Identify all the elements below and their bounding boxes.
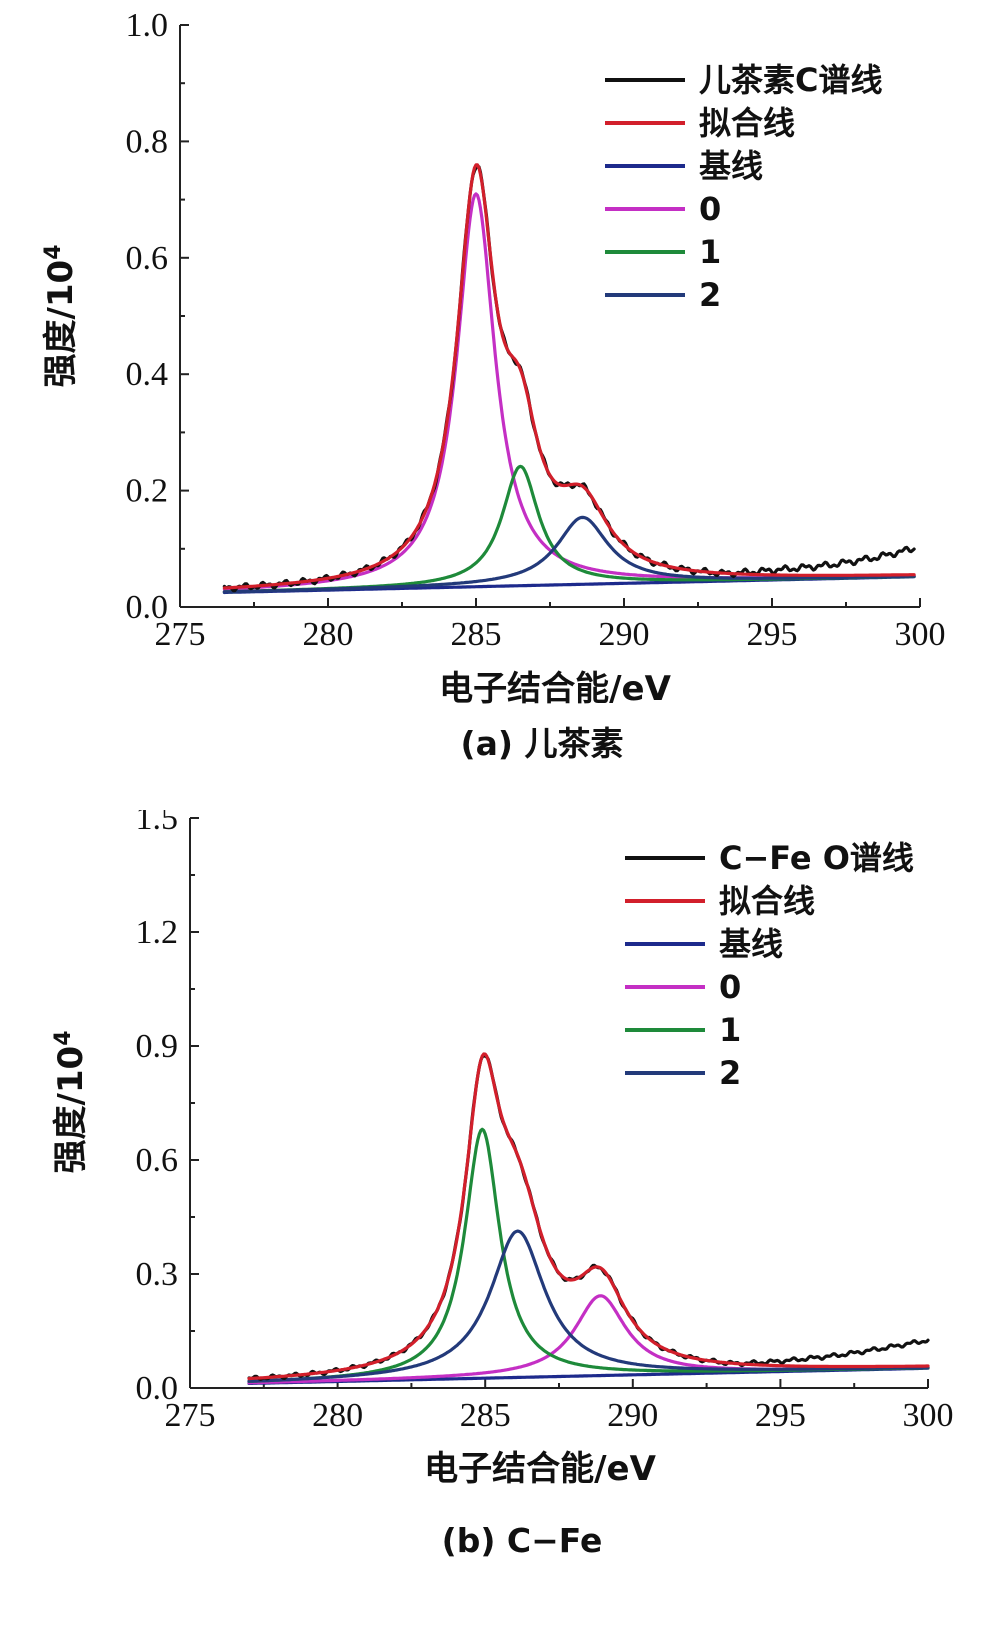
y-tick-label: 0.0 [126,589,169,626]
x-tick-label: 280 [303,616,354,653]
y-tick-label: 0.2 [126,473,169,510]
x-tick-label: 290 [607,1397,658,1434]
figure-caption: (b) C−Fe [442,1521,603,1560]
x-tick-label: 295 [755,1397,806,1434]
y-axis-ticks: 0.0 0.2 0.4 0.6 0.8 1.0 [126,7,189,626]
series-group [247,1052,930,1385]
x-axis-ticks: 275 280 285 290 295 300 [155,598,946,653]
series-line-peak-1 [247,1127,930,1383]
x-tick-label: 280 [312,1397,363,1434]
plot-area [179,25,920,608]
series-group [222,163,916,595]
chart-panel-a: 0.0 0.2 0.4 0.6 0.8 1.0 275 280 285 290 295 300 儿茶… [41,7,946,763]
legend-label: 1 [699,233,721,271]
y-axis-title-superscript: 4 [41,244,66,259]
y-tick-label: 1.0 [126,7,169,44]
y-tick-label: 0.6 [126,240,169,277]
x-tick-label: 290 [599,616,650,653]
legend-label: 拟合线 [699,104,795,142]
legend-label: 1 [719,1011,741,1049]
y-tick-label: 0.8 [126,123,169,160]
legend-label: 基线 [699,147,763,185]
x-axis-ticks: 275 280 285 290 295 300 [165,1379,954,1434]
chart-panel-b: 0.0 0.3 0.6 0.9 1.2 1.5 275 280 285 290 295 300 C−… [51,810,954,1560]
x-tick-label: 300 [895,616,946,653]
y-tick-label: 0.6 [136,1142,179,1179]
series-line-peak-2 [222,515,916,594]
x-tick-label: 275 [165,1397,216,1434]
y-axis-title: 强度/104 [41,244,81,387]
y-tick-label: 0.4 [126,356,169,393]
x-tick-label: 275 [155,616,206,653]
y-tick-label: 0.9 [136,1028,179,1065]
y-tick-label: 1.5 [136,810,179,837]
x-axis-title: 电子结合能/eV [424,1449,656,1489]
y-axis-ticks: 0.0 0.3 0.6 0.9 1.2 1.5 [136,810,199,1407]
x-tick-label: 285 [451,616,502,653]
legend-label: 2 [719,1054,741,1092]
legend-label: 0 [699,190,721,228]
y-tick-label: 0.0 [136,1370,179,1407]
x-tick-label: 285 [460,1397,511,1434]
legend-label: 2 [699,276,721,314]
legend-label: 0 [719,968,741,1006]
x-tick-label: 295 [747,616,798,653]
y-tick-label: 1.2 [136,914,179,951]
y-axis-title-main: 强度/10 [51,1046,91,1174]
x-tick-label: 300 [903,1397,954,1434]
series-line-fit [247,1052,930,1381]
y-axis-title: 强度/104 [51,1030,91,1173]
legend-label: 儿茶素C谱线 [699,61,883,99]
series-line-fit [222,163,916,590]
x-axis-title: 电子结合能/eV [439,669,671,709]
series-line-raw [247,1054,930,1381]
legend-label: 拟合线 [719,882,815,920]
y-tick-label: 0.3 [136,1256,179,1293]
legend-label: 基线 [719,925,783,963]
y-axis-title-superscript: 4 [51,1030,76,1045]
legend-label: C−Fe O谱线 [719,839,914,877]
series-line-peak-2 [247,1229,930,1383]
y-axis-title-main: 强度/10 [41,260,81,388]
plot-area [189,818,928,1389]
figure-caption: (a) 儿茶素 [461,724,624,763]
